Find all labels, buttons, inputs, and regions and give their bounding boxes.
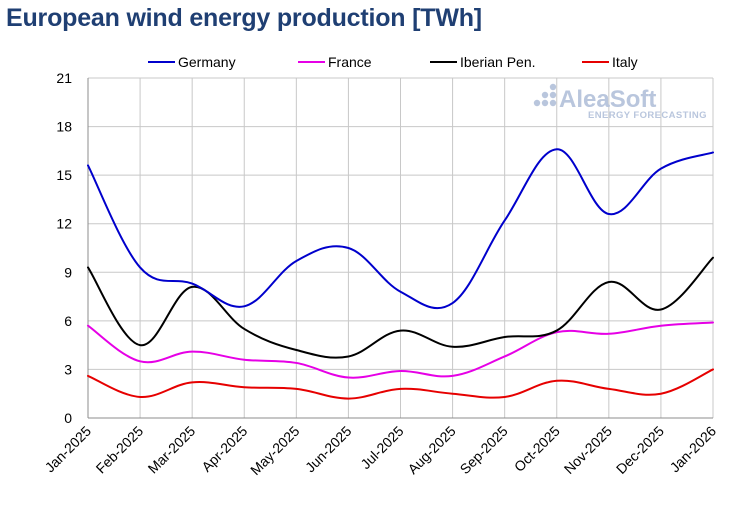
y-tick-label: 3 bbox=[64, 361, 72, 377]
y-tick-label: 21 bbox=[56, 70, 72, 86]
x-tick-label: Dec-2025 bbox=[613, 423, 667, 477]
y-tick-label: 12 bbox=[56, 216, 72, 232]
y-tick-labels: 0 3 6 9 12 15 18 21 bbox=[56, 70, 72, 426]
x-tick-label: Jan-2025 bbox=[42, 423, 95, 476]
series-line-iberian-pen bbox=[87, 256, 714, 359]
gridlines bbox=[88, 77, 714, 419]
axes bbox=[87, 78, 713, 419]
y-tick-label: 18 bbox=[56, 119, 72, 135]
series-line-germany bbox=[87, 148, 714, 310]
series-line-france bbox=[87, 321, 714, 379]
x-tick-label: May-2025 bbox=[247, 423, 302, 478]
x-tick-label: Jun-2025 bbox=[302, 423, 355, 476]
watermark: AleaSoft ENERGY FORECASTING bbox=[533, 83, 707, 121]
x-tick-label: Mar-2025 bbox=[145, 423, 199, 477]
watermark-tagline: ENERGY FORECASTING bbox=[588, 110, 707, 121]
x-tick-label: Feb-2025 bbox=[93, 423, 147, 477]
dots-logo-icon bbox=[533, 83, 557, 107]
legend: Germany France Iberian Pen. Italy bbox=[148, 54, 638, 70]
x-tick-label: Jul-2025 bbox=[357, 423, 406, 472]
x-tick-label: Nov-2025 bbox=[561, 423, 615, 477]
series-lines bbox=[87, 148, 714, 400]
x-tick-label: Apr-2025 bbox=[198, 423, 250, 475]
chart-title: European wind energy production [TWh] bbox=[6, 4, 482, 32]
x-tick-label: Jan-2026 bbox=[667, 423, 720, 476]
series-line-italy bbox=[87, 368, 714, 400]
y-tick-label: 0 bbox=[64, 410, 72, 426]
legend-label: Italy bbox=[612, 54, 638, 70]
x-tick-label: Sep-2025 bbox=[457, 423, 511, 477]
watermark-brand: AleaSoft bbox=[559, 86, 656, 113]
x-tick-label: Aug-2025 bbox=[404, 423, 458, 477]
y-tick-label: 15 bbox=[56, 167, 72, 183]
y-tick-label: 6 bbox=[64, 313, 72, 329]
x-tick-label: Oct-2025 bbox=[511, 423, 563, 475]
legend-label: France bbox=[328, 54, 372, 70]
legend-label: Iberian Pen. bbox=[460, 54, 536, 70]
legend-label: Germany bbox=[178, 54, 236, 70]
y-tick-label: 9 bbox=[64, 264, 72, 280]
